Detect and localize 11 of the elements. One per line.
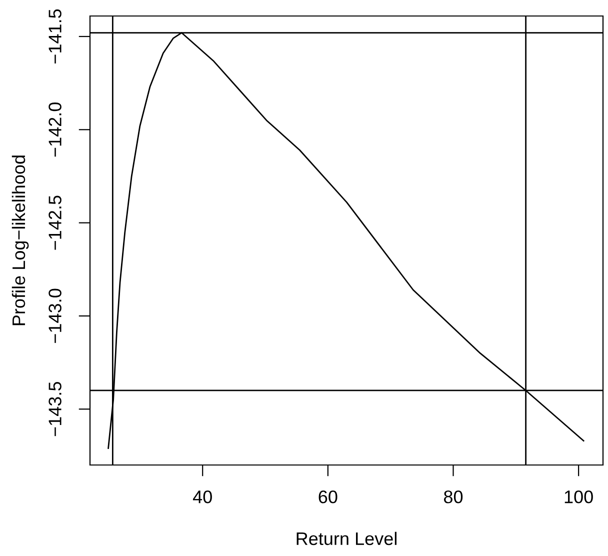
y-axis-title: Profile Log−likelihood: [12, 156, 29, 326]
y-tick-label: −141.5: [48, 9, 62, 64]
x-axis-title: Return Level: [296, 532, 396, 546]
x-tick-label: 80: [444, 490, 463, 504]
y-tick-label: −142.0: [48, 102, 62, 157]
x-tick-label: 100: [564, 490, 593, 504]
x-tick-label: 40: [192, 490, 212, 504]
y-tick-label: −143.0: [48, 288, 62, 343]
y-tick-label: −143.5: [48, 382, 62, 436]
y-tick-label: −142.5: [48, 196, 62, 250]
x-tick-label: 60: [318, 490, 338, 504]
